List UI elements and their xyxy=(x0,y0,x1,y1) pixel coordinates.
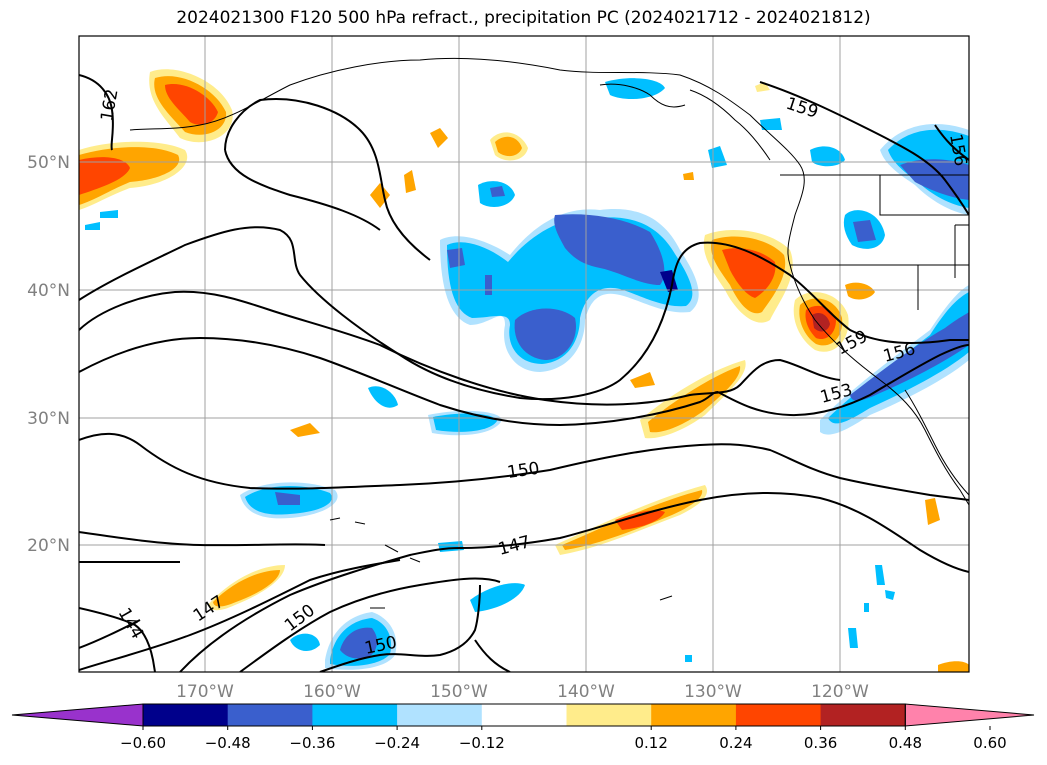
colorbar: −0.60 −0.48 −0.36 −0.24 −0.12 0.12 0.24 0.36 0.4… xyxy=(11,703,1035,752)
colorbar-frame xyxy=(142,703,906,727)
longitude-labels: 170°W 160°W 150°W 140°W 130°W 120°W xyxy=(176,682,869,702)
colorbar-tick-label: −0.24 xyxy=(374,734,420,752)
colorbar-swatch xyxy=(312,704,398,726)
refractivity-contours xyxy=(79,74,969,672)
lat-label: 50°N xyxy=(27,153,70,173)
colorbar-extend-high xyxy=(904,703,1035,727)
colorbar-tick-label: 0.60 xyxy=(973,734,1006,752)
lon-label: 130°W xyxy=(684,682,742,702)
lon-label: 160°W xyxy=(303,682,361,702)
colorbar-tick-label: 0.36 xyxy=(804,734,837,752)
colorbar-swatch xyxy=(143,704,229,726)
lon-label: 170°W xyxy=(176,682,234,702)
colorbar-swatch xyxy=(735,704,822,726)
colorbar-tick-label: 0.24 xyxy=(719,734,752,752)
colorbar-tick-label: 0.48 xyxy=(889,734,922,752)
colorbar-tick-label: −0.60 xyxy=(120,734,166,752)
lat-label: 40°N xyxy=(27,281,70,301)
colorbar-tick-label: 0.12 xyxy=(634,734,667,752)
colorbar-tick-label: −0.12 xyxy=(459,734,505,752)
map-title: 2024021300 F120 500 hPa refract., precip… xyxy=(176,8,871,28)
lon-label: 140°W xyxy=(557,682,615,702)
colorbar-tick-label: −0.48 xyxy=(205,734,251,752)
colorbar-swatch xyxy=(566,704,652,726)
colorbar-tick-label: −0.36 xyxy=(289,734,335,752)
lon-label: 120°W xyxy=(811,682,869,702)
contour-label: 156 xyxy=(945,132,970,167)
lon-label: 150°W xyxy=(430,682,488,702)
lat-label: 30°N xyxy=(27,409,70,429)
colorbar-swatch xyxy=(820,704,906,726)
coastlines xyxy=(129,57,969,609)
lat-label: 20°N xyxy=(27,536,70,556)
contour-label: 150 xyxy=(506,459,541,483)
latitude-labels: 50°N 40°N 30°N 20°N xyxy=(27,153,70,556)
map-frame xyxy=(78,35,970,673)
colorbar-swatch xyxy=(227,704,313,726)
colorbar-extend-low xyxy=(11,703,144,727)
colorbar-swatch xyxy=(651,704,737,726)
colorbar-swatch xyxy=(481,704,567,726)
colorbar-swatch xyxy=(397,704,483,726)
